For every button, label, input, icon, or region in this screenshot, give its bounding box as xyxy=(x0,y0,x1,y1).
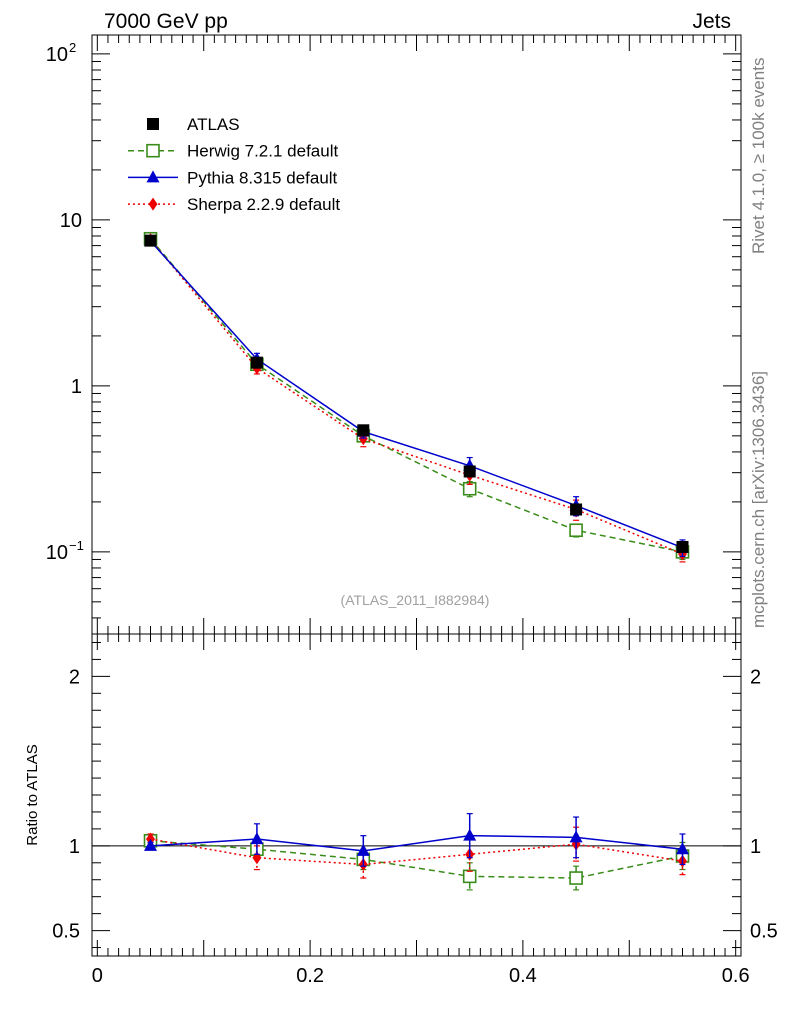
legend-marker-herwig xyxy=(146,143,160,158)
header-left-title: 7000 GeV pp xyxy=(104,10,228,33)
data-point-pythia xyxy=(144,838,158,851)
data-point-herwig xyxy=(569,871,583,885)
ratio-y-tick-label-left: 0.5 xyxy=(52,921,80,943)
x-tick-label: 0.6 xyxy=(722,965,750,987)
data-point-herwig xyxy=(462,869,477,884)
x-tick-label: 0 xyxy=(92,965,103,987)
main-series-group xyxy=(143,231,690,563)
legend: ATLAS Herwig 7.2.1 default Pythia 8.315 de… xyxy=(128,115,340,214)
ratio-axis-ticks: 0 0.2 0.4 0.6 2 2 1 1 0.5 0.5 xyxy=(52,634,778,987)
ratio-series-group xyxy=(143,813,690,891)
y-tick-label: 10 xyxy=(46,542,68,564)
data-point-pythia xyxy=(250,832,264,845)
legend-label-pythia: Pythia 8.315 default xyxy=(187,168,338,187)
y-tick-label: 1 xyxy=(71,376,82,398)
data-point-atlas xyxy=(570,503,583,516)
data-point-pythia xyxy=(463,828,477,841)
data-point-pythia xyxy=(675,842,689,855)
ratio-y-tick-label-right: 1 xyxy=(750,836,761,858)
y-tick-label-exponent: −1 xyxy=(69,538,84,553)
mcplots-source-label: mcplots.cern.ch [arXiv:1306.3436] xyxy=(749,370,768,628)
series-sherpa xyxy=(146,826,687,879)
legend-marker-pythia xyxy=(146,170,160,183)
analysis-label: (ATLAS_2011_I882984) xyxy=(341,592,490,608)
legend-marker-atlas xyxy=(147,118,159,130)
series-pythia xyxy=(144,234,689,557)
data-point-pythia xyxy=(356,843,370,856)
data-point-herwig xyxy=(569,523,583,538)
x-tick-label: 0.4 xyxy=(509,965,537,987)
rivet-version-label: Rivet 4.1.0, ≥ 100k events xyxy=(749,57,768,254)
data-point-atlas xyxy=(144,234,157,247)
ratio-y-tick-label-left: 1 xyxy=(69,836,80,858)
series-line-pythia xyxy=(149,240,683,549)
y-tick-label-exponent: 2 xyxy=(69,40,76,55)
series-herwig xyxy=(143,231,690,561)
ratio-y-tick-label-right: 2 xyxy=(750,666,761,688)
header-right-title: Jets xyxy=(692,10,731,33)
series-line-sherpa xyxy=(150,838,683,866)
series-pythia xyxy=(144,813,689,867)
legend-label-herwig: Herwig 7.2.1 default xyxy=(187,142,338,161)
data-point-atlas xyxy=(250,356,263,369)
ratio-y-tick-label-right: 0.5 xyxy=(750,921,778,943)
x-tick-label: 0.2 xyxy=(296,965,324,987)
legend-marker-sherpa xyxy=(148,197,158,211)
series-sherpa xyxy=(146,233,687,563)
ratio-panel-frame xyxy=(91,633,742,957)
data-point-atlas xyxy=(676,540,689,553)
data-point-atlas xyxy=(357,424,370,437)
ratio-y-tick-label-left: 2 xyxy=(69,666,80,688)
series-line-herwig xyxy=(150,840,683,879)
data-point-atlas xyxy=(463,465,476,478)
y-tick-label: 10 xyxy=(46,44,68,66)
legend-label-atlas: ATLAS xyxy=(187,115,240,134)
ratio-ylabel: Ratio to ATLAS xyxy=(24,744,41,845)
data-point-pythia xyxy=(569,830,583,843)
series-line-herwig xyxy=(149,238,683,553)
y-tick-label: 10 xyxy=(60,210,82,232)
series-line-sherpa xyxy=(149,239,683,555)
series-line-pythia xyxy=(150,834,683,852)
legend-label-sherpa: Sherpa 2.2.9 default xyxy=(187,195,340,214)
series-atlas xyxy=(144,234,689,553)
